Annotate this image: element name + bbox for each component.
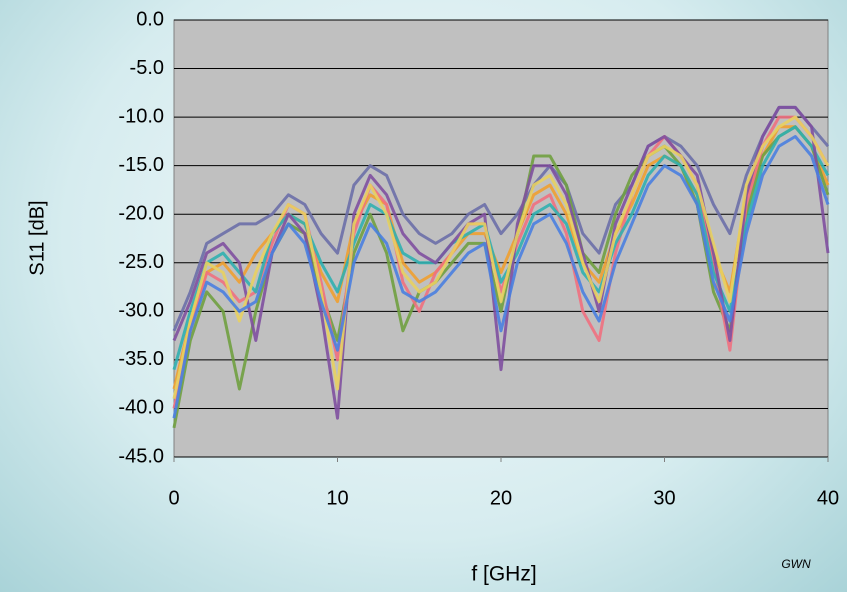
series-line (172, 105, 830, 420)
x-tick-label: 10 (326, 487, 348, 509)
y-tick-label: -10.0 (118, 105, 164, 127)
x-tick-label: 30 (653, 487, 675, 509)
y-tick-label: -15.0 (118, 154, 164, 176)
x-tick-label: 40 (817, 487, 839, 509)
series-line (172, 115, 830, 400)
plot-area (173, 19, 829, 458)
y-tick-label: -25.0 (118, 251, 164, 273)
x-axis-label: f [GHz] (471, 563, 536, 586)
y-tick-label: 0.0 (136, 8, 164, 30)
y-tick-label: -45.0 (118, 445, 164, 467)
series-line (172, 135, 830, 419)
y-tick-label: -5.0 (130, 57, 164, 79)
y-tick-label: -35.0 (118, 348, 164, 370)
y-tick-label: -20.0 (118, 203, 164, 225)
y-axis-label: S11 [dB] (26, 200, 48, 275)
x-tick-label: 0 (168, 487, 179, 509)
y-tick-label: -40.0 (118, 397, 164, 419)
annotation: GWN (781, 557, 811, 571)
series-line (172, 105, 830, 332)
x-tick-label: 20 (490, 487, 512, 509)
y-tick-label: -30.0 (118, 300, 164, 322)
